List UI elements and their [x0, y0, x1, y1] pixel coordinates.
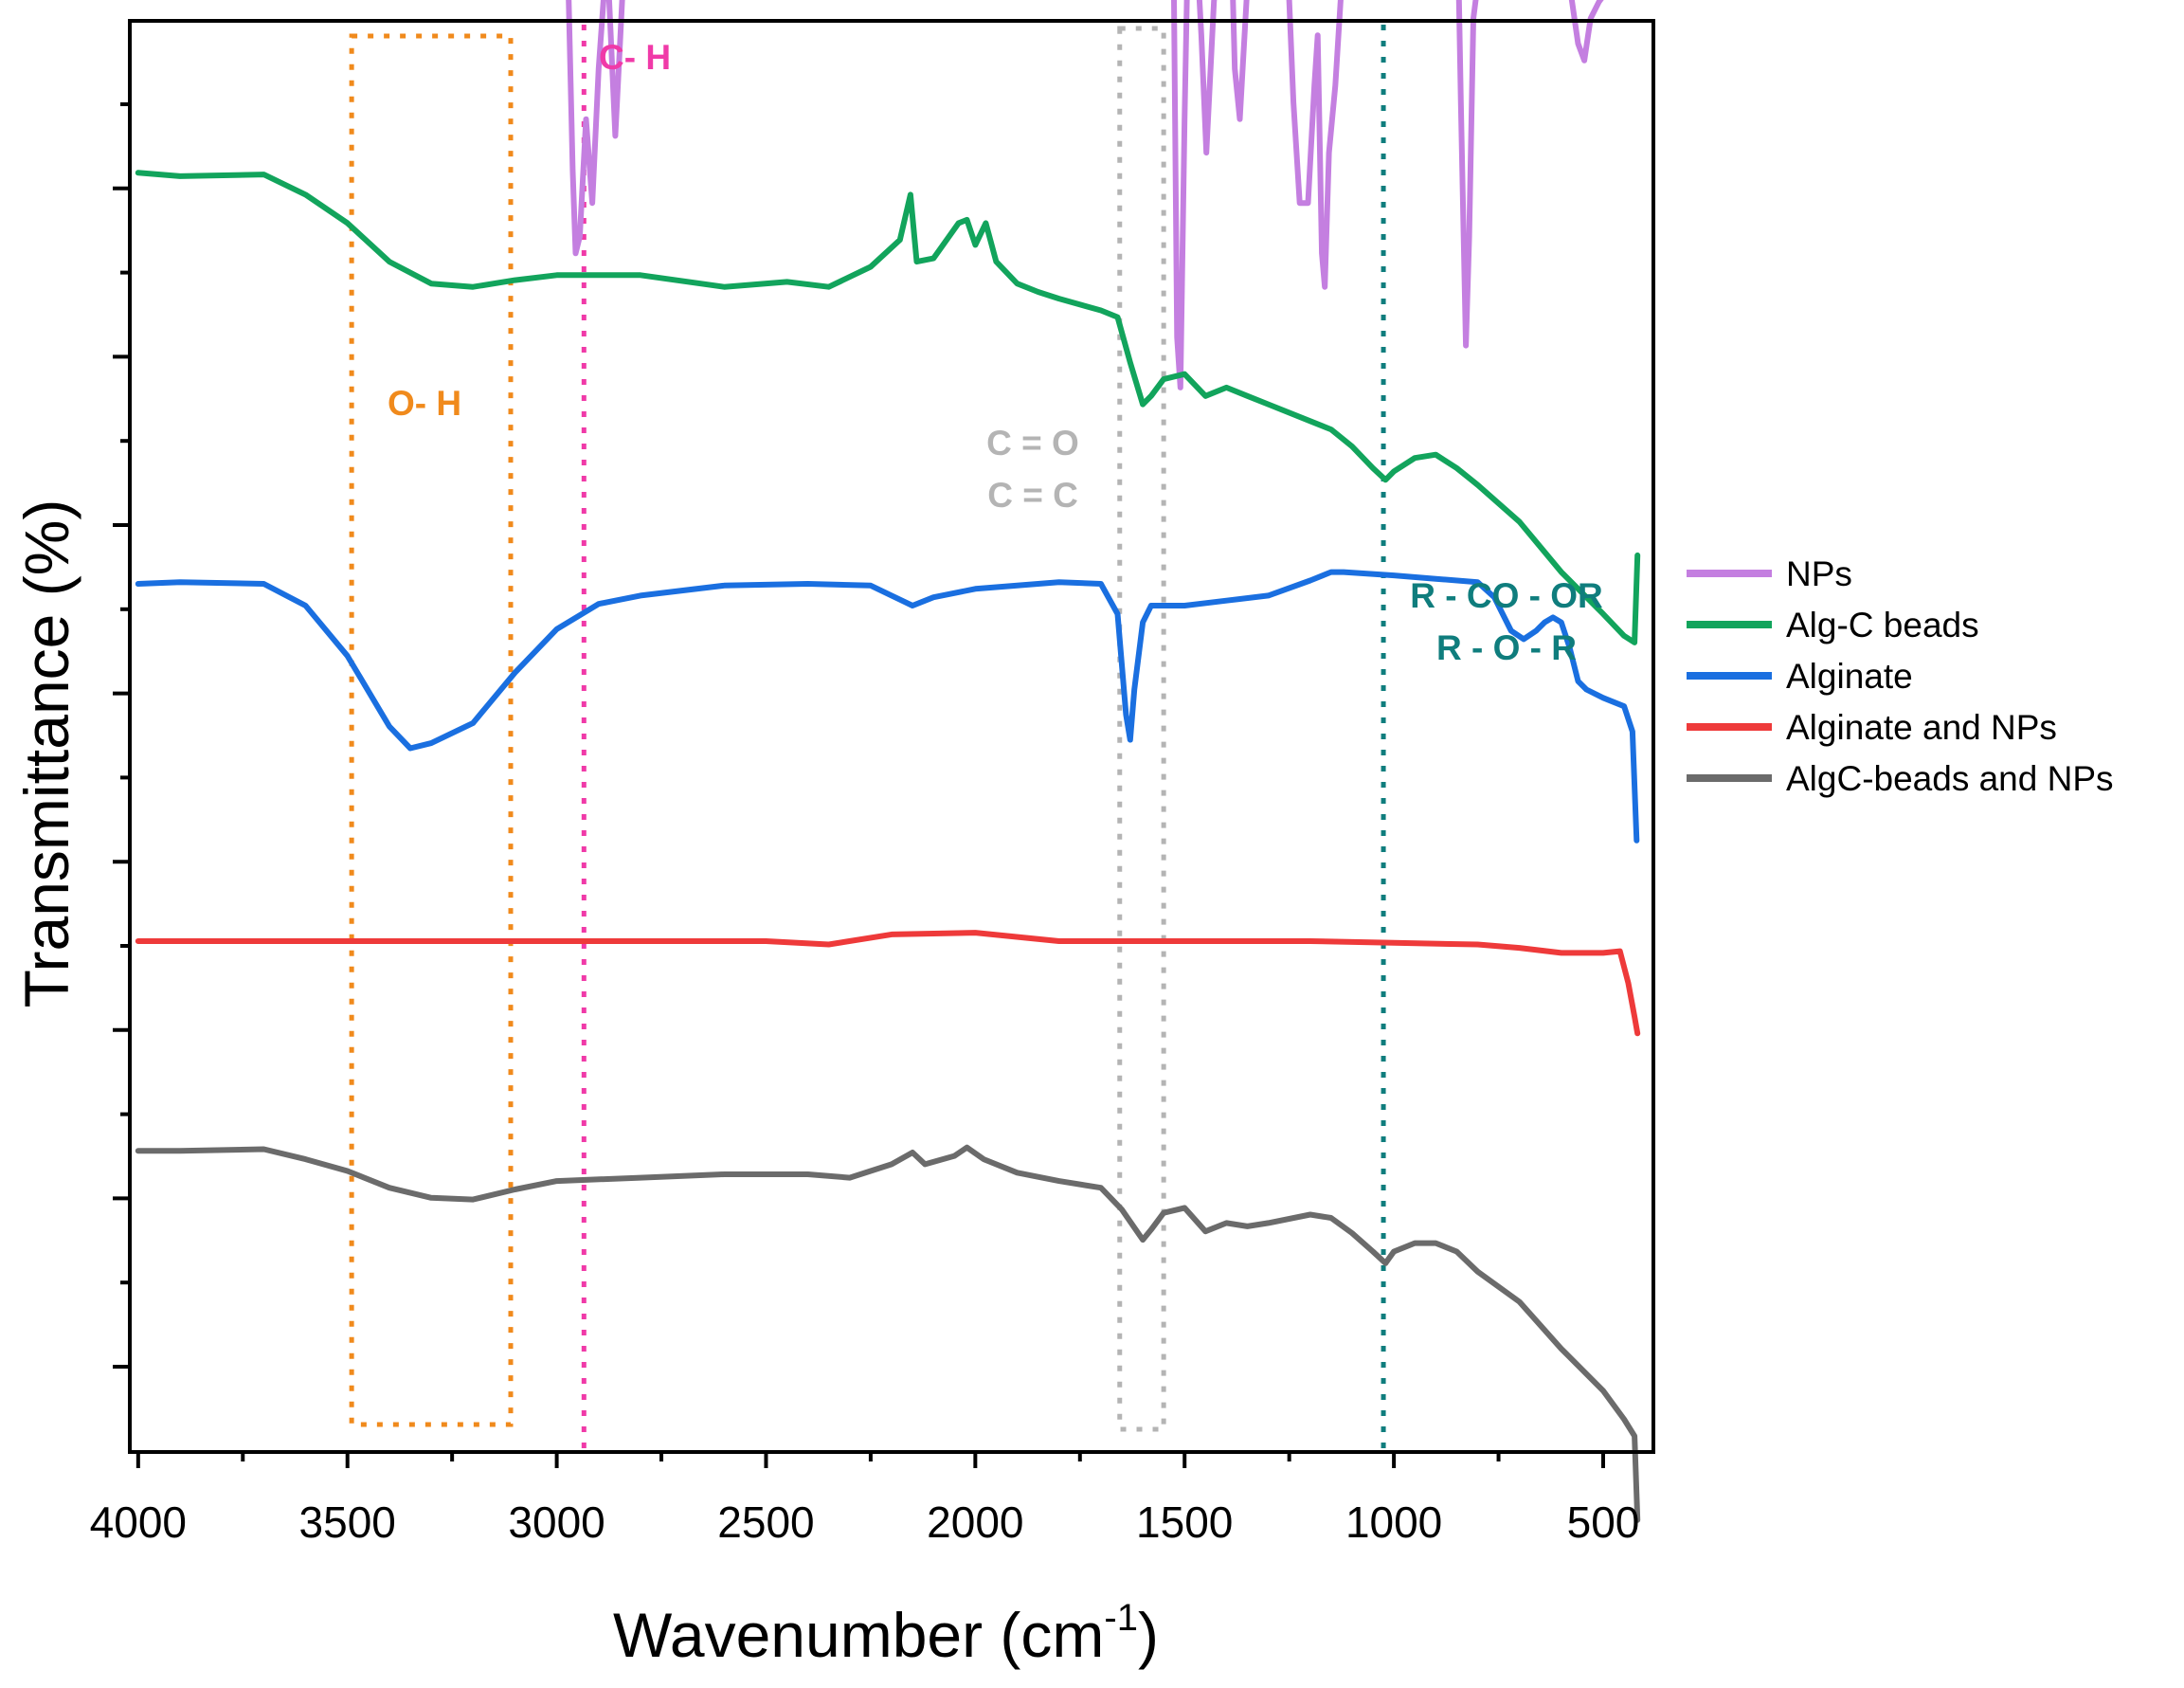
x-tick-label: 4000 — [90, 1497, 187, 1547]
x-axis-label-close: ) — [1138, 1600, 1159, 1670]
legend-label-alginate-and-nps: Alginate and NPs — [1786, 708, 2057, 747]
plot-frame — [128, 19, 1655, 1454]
legend-label-algc-beads-and-nps: AlgC-beads and NPs — [1786, 759, 2114, 798]
x-tick-label: 1000 — [1345, 1497, 1442, 1547]
series-alginate-and-nps — [135, 930, 1641, 1037]
x-tick-label: 2500 — [717, 1497, 814, 1547]
axis-layer: 4000 3500 3000 2500 2000 1500 1000 500 — [90, 102, 1640, 1547]
series-alg-c-beads — [135, 170, 1641, 645]
x-tick-label: 3000 — [508, 1497, 605, 1547]
ester-label: R - CO - OR — [1410, 576, 1602, 615]
legend: NPs Alg-C beads Alginate Alginate and NPs Al… — [1687, 554, 2114, 798]
ether-label: R - O - R — [1436, 628, 1577, 667]
legend-label-alg-c-beads: Alg-C beads — [1786, 606, 1979, 644]
x-tick-label: 1500 — [1136, 1497, 1233, 1547]
x-axis-label-superscript: -1 — [1104, 1597, 1138, 1639]
x-tick-label: 500 — [1567, 1497, 1640, 1547]
ch-label: C- H — [599, 38, 671, 77]
oh-label: O- H — [388, 384, 461, 423]
x-axis-label: Wavenumber (cm-1) — [613, 1597, 1159, 1670]
co-label: C = O — [986, 424, 1079, 463]
co-band — [1117, 26, 1166, 1432]
x-tick-label: 2000 — [927, 1497, 1023, 1547]
oh-band — [349, 33, 514, 1427]
series-layer — [135, 0, 1641, 1523]
cc-label: C = C — [987, 476, 1078, 515]
series-alginate — [135, 569, 1640, 844]
series-algc-beads-and-nps — [135, 1144, 1641, 1523]
annotation-layer — [349, 25, 1386, 1448]
x-tick-label: 3500 — [299, 1497, 396, 1547]
series-nps — [566, 0, 1604, 390]
y-axis-label: Transmittance (%) — [11, 499, 81, 1008]
legend-label-nps: NPs — [1786, 554, 1852, 593]
legend-label-alginate: Alginate — [1786, 657, 1913, 696]
x-axis-label-main: Wavenumber (cm — [613, 1600, 1104, 1670]
